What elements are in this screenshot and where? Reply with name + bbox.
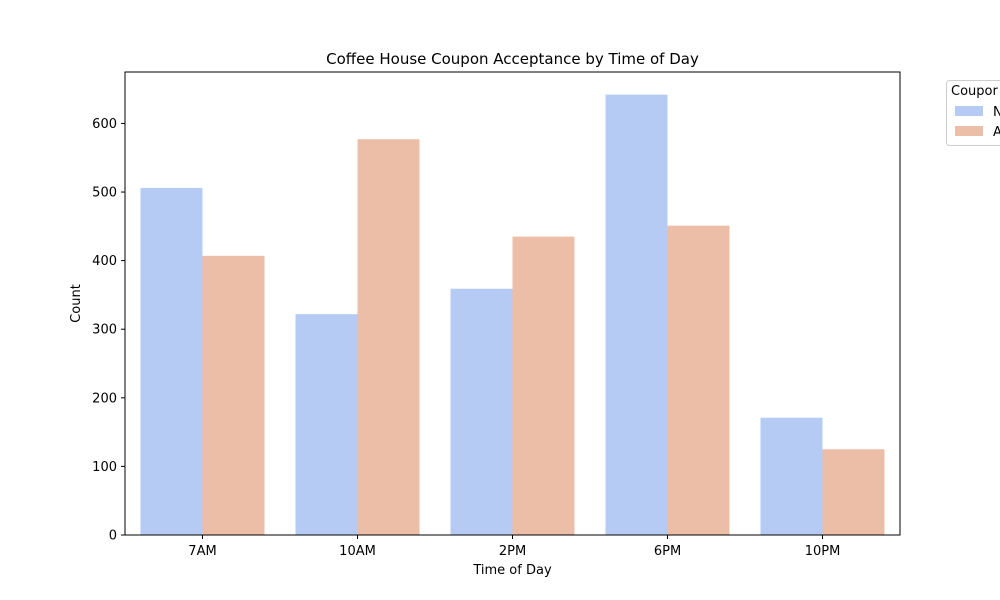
bar-a-2pm bbox=[512, 236, 575, 535]
y-tick-label: 0 bbox=[109, 529, 117, 544]
x-tick-label: 10PM bbox=[805, 544, 841, 559]
x-tick-label: 10AM bbox=[339, 544, 376, 559]
y-tick-label: 100 bbox=[92, 460, 117, 475]
bar-n-7am bbox=[140, 187, 203, 536]
x-axis-label: Time of Day bbox=[472, 563, 552, 578]
y-tick-label: 500 bbox=[92, 186, 117, 201]
bar-n-6pm bbox=[605, 94, 668, 535]
bar-a-10am bbox=[357, 139, 420, 535]
legend-label-a: A bbox=[993, 125, 1000, 140]
y-tick-label: 300 bbox=[92, 323, 117, 338]
bars-layer bbox=[140, 94, 885, 536]
x-tick-label: 6PM bbox=[654, 544, 681, 559]
bar-n-10pm bbox=[760, 417, 823, 535]
x-axis: 7AM 10AM 2PM 6PM 10PM bbox=[188, 535, 840, 559]
bar-a-6pm bbox=[667, 225, 730, 535]
y-tick-label: 600 bbox=[92, 117, 117, 132]
bar-n-10am bbox=[295, 314, 358, 535]
bar-n-2pm bbox=[450, 288, 513, 535]
legend-swatch-a bbox=[955, 126, 983, 136]
legend-title: Coupor bbox=[951, 84, 998, 99]
bar-a-7am bbox=[202, 255, 265, 535]
legend-label-n: N bbox=[993, 105, 1000, 120]
bar-a-10pm bbox=[822, 449, 885, 535]
plot-area bbox=[124, 71, 901, 536]
y-tick-label: 400 bbox=[92, 254, 117, 269]
y-axis: 0 100 200 300 400 500 600 bbox=[92, 117, 125, 544]
chart-title: Coffee House Coupon Acceptance by Time o… bbox=[326, 50, 699, 68]
legend-swatch-n bbox=[955, 106, 983, 116]
y-axis-label: Count bbox=[69, 284, 84, 323]
legend: Coupor NA bbox=[946, 80, 1000, 146]
x-tick-label: 2PM bbox=[499, 544, 526, 559]
y-tick-label: 200 bbox=[92, 391, 117, 406]
x-tick-label: 7AM bbox=[188, 544, 216, 559]
